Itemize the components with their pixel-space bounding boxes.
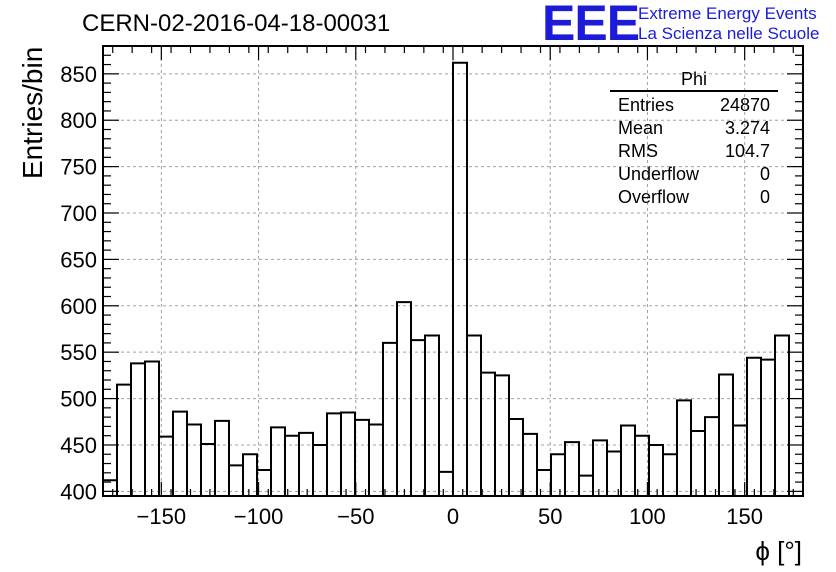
histogram-bin — [690, 430, 706, 496]
x-tick-label: −50 — [337, 504, 374, 529]
y-tick-label: 750 — [60, 155, 97, 180]
stats-title: Phi — [680, 69, 707, 89]
histogram-bin — [606, 450, 622, 496]
logo-subtitle-1: Extreme Energy Events — [638, 4, 817, 23]
histogram-bin — [508, 417, 524, 496]
histogram-bin — [298, 431, 314, 496]
stats-row-entries: Entries 24870 — [610, 94, 778, 117]
stats-label: Underflow — [618, 164, 700, 184]
stats-row-mean: Mean 3.274 — [610, 117, 778, 140]
histogram-bin — [424, 334, 440, 496]
histogram-bin — [466, 334, 482, 496]
axis-ticks — [103, 46, 803, 496]
x-tick-label: 0 — [447, 504, 459, 529]
stats-value: 0 — [759, 187, 770, 207]
histogram-bin — [312, 443, 328, 496]
y-tick-label: 500 — [60, 387, 97, 412]
histogram-bin — [354, 418, 370, 496]
x-axis-label: ϕ [°] — [755, 536, 802, 566]
histogram-bin — [340, 411, 356, 496]
histogram-bin — [774, 334, 790, 496]
histogram-bin — [718, 373, 734, 496]
y-tick-label: 850 — [60, 62, 97, 87]
y-tick-label: 700 — [60, 201, 97, 226]
histogram-bin — [452, 61, 468, 496]
histogram-bin — [480, 371, 496, 496]
histogram-bin — [746, 356, 762, 496]
histogram-bin — [326, 412, 342, 496]
y-tick-label: 800 — [60, 108, 97, 133]
stats-value: 24870 — [719, 95, 770, 115]
x-tick-label: 100 — [629, 504, 666, 529]
histogram-bars — [102, 61, 790, 496]
x-tick-label: 50 — [538, 504, 562, 529]
histogram-bin — [186, 423, 202, 496]
histogram-bin — [410, 339, 426, 496]
stats-label: Overflow — [618, 187, 690, 207]
histogram-bin — [620, 424, 636, 496]
stats-row-underflow: Underflow 0 — [610, 163, 778, 186]
histogram-bin — [172, 410, 188, 496]
histogram-bin — [130, 362, 146, 496]
histogram-bin — [704, 416, 720, 496]
histogram-bin — [662, 453, 678, 496]
y-axis-label: Entries/bin — [17, 46, 48, 179]
tick-labels: −150 −100 −50 0 50 100 150 400 450 500 550 600 650 70… — [60, 62, 763, 529]
stats-value: 3.274 — [724, 118, 770, 138]
histogram-bin — [564, 441, 580, 496]
y-tick-label: 400 — [60, 479, 97, 504]
y-tick-label: 600 — [60, 294, 97, 319]
y-tick-label: 550 — [60, 340, 97, 365]
stats-row-overflow: Overflow 0 — [610, 186, 778, 209]
stats-value: 0 — [759, 164, 770, 184]
histogram-bin — [116, 383, 132, 496]
histogram-bin — [550, 453, 566, 496]
stats-separator — [610, 90, 778, 92]
y-tick-label: 450 — [60, 433, 97, 458]
stats-value: 104.7 — [724, 141, 770, 161]
histogram-bin — [368, 423, 384, 496]
histogram-bin — [494, 374, 510, 496]
histogram-bin — [592, 439, 608, 496]
eee-logo: EEE Extreme Energy Events La Scienza nel… — [542, 0, 836, 51]
histogram-bin — [536, 469, 552, 496]
logo-subtitle-2: La Scienza nelle Scuole — [638, 24, 820, 43]
logo-text: EEE — [542, 0, 640, 51]
x-tick-label: −150 — [137, 504, 187, 529]
histogram-bin — [144, 360, 160, 496]
stats-box: Phi Entries 24870 Mean 3.274 RMS 104.7 U… — [610, 68, 778, 209]
histogram-bin — [200, 443, 216, 496]
histogram-bin — [382, 341, 398, 496]
histogram-bin — [522, 432, 538, 496]
histogram-bin — [578, 474, 594, 496]
x-tick-label: −100 — [234, 504, 284, 529]
histogram-bin — [676, 399, 692, 496]
stats-label: RMS — [618, 141, 658, 161]
histogram-bin — [648, 443, 664, 496]
stats-label: Entries — [618, 95, 675, 115]
y-tick-label: 650 — [60, 247, 97, 272]
histogram-bin — [242, 453, 258, 496]
histogram-bin — [270, 426, 286, 496]
histogram-bin — [214, 419, 230, 496]
stats-row-rms: RMS 104.7 — [610, 140, 778, 163]
histogram-bin — [438, 470, 454, 496]
histogram-bin — [760, 358, 776, 496]
x-tick-label: 150 — [726, 504, 763, 529]
chart-title: CERN-02-2016-04-18-00031 — [82, 10, 391, 37]
stats-label: Mean — [618, 118, 664, 138]
